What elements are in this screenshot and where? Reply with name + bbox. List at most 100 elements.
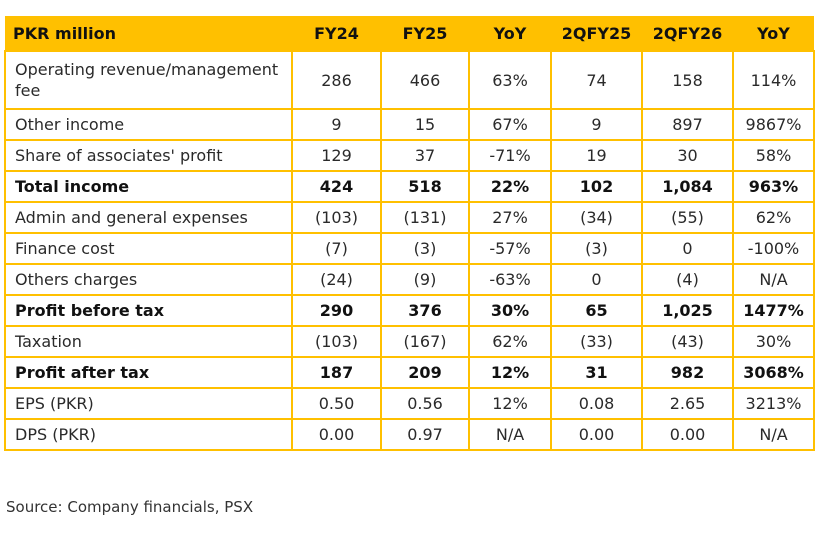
row-label: Profit after tax — [4, 356, 293, 389]
row-value: (55) — [641, 201, 734, 234]
row-value: 0 — [550, 263, 643, 296]
header-yoy-quarter: YoY — [733, 16, 814, 51]
table-row: Profit before tax 290 376 30% 65 1,025 1477% — [4, 294, 815, 327]
row-value: 12% — [468, 387, 552, 420]
row-value: 1,025 — [641, 294, 734, 327]
row-value: (4) — [641, 263, 734, 296]
row-value: 209 — [380, 356, 470, 389]
row-value: 63% — [468, 50, 552, 110]
row-label: Admin and general expenses — [4, 201, 293, 234]
row-value: 0.00 — [291, 418, 382, 451]
row-value: (24) — [291, 263, 382, 296]
row-value: (103) — [291, 325, 382, 358]
source-note: Source: Company financials, PSX — [6, 498, 254, 516]
row-value: N/A — [732, 418, 815, 451]
table-row: Profit after tax 187 209 12% 31 982 3068% — [4, 356, 815, 389]
row-value: 187 — [291, 356, 382, 389]
row-label: Profit before tax — [4, 294, 293, 327]
header-row: PKR million FY24 FY25 YoY 2QFY25 2QFY26 … — [5, 16, 814, 51]
row-value: 9 — [291, 108, 382, 141]
row-value: 27% — [468, 201, 552, 234]
row-value: 518 — [380, 170, 470, 203]
row-value: 129 — [291, 139, 382, 172]
row-value: 65 — [550, 294, 643, 327]
row-value: 114% — [732, 50, 815, 110]
header-fy24: FY24 — [292, 16, 381, 51]
row-value: 102 — [550, 170, 643, 203]
row-label: Other income — [4, 108, 293, 141]
row-value: N/A — [732, 263, 815, 296]
row-value: 0.08 — [550, 387, 643, 420]
table-row: Finance cost (7) (3) -57% (3) 0 -100% — [4, 232, 815, 265]
row-label: Share of associates' profit — [4, 139, 293, 172]
row-value: 286 — [291, 50, 382, 110]
row-value: (3) — [380, 232, 470, 265]
row-value: 424 — [291, 170, 382, 203]
row-value: -100% — [732, 232, 815, 265]
table-row: EPS (PKR) 0.50 0.56 12% 0.08 2.65 3213% — [4, 387, 815, 420]
row-value: 62% — [468, 325, 552, 358]
row-value: (43) — [641, 325, 734, 358]
row-label: EPS (PKR) — [4, 387, 293, 420]
row-value: 37 — [380, 139, 470, 172]
row-value: 19 — [550, 139, 643, 172]
row-value: (9) — [380, 263, 470, 296]
row-value: 9867% — [732, 108, 815, 141]
row-value: 67% — [468, 108, 552, 141]
table-row: Taxation (103) (167) 62% (33) (43) 30% — [4, 325, 815, 358]
row-value: 0.00 — [641, 418, 734, 451]
row-label: Total income — [4, 170, 293, 203]
row-value: 0.00 — [550, 418, 643, 451]
row-value: -63% — [468, 263, 552, 296]
row-value: 963% — [732, 170, 815, 203]
row-value: (103) — [291, 201, 382, 234]
row-value: 12% — [468, 356, 552, 389]
row-value: 897 — [641, 108, 734, 141]
table-row: Others charges (24) (9) -63% 0 (4) N/A — [4, 263, 815, 296]
row-value: 0.56 — [380, 387, 470, 420]
row-value: 30 — [641, 139, 734, 172]
table-row: Other income 9 15 67% 9 897 9867% — [4, 108, 815, 141]
header-label: PKR million — [5, 16, 292, 51]
table-row: Total income 424 518 22% 102 1,084 963% — [4, 170, 815, 203]
row-value: 0.50 — [291, 387, 382, 420]
row-value: 3068% — [732, 356, 815, 389]
header-yoy-annual: YoY — [469, 16, 551, 51]
row-value: 1477% — [732, 294, 815, 327]
row-value: 22% — [468, 170, 552, 203]
table-row: Admin and general expenses (103) (131) 27%(… — [4, 201, 815, 234]
row-value: 74 — [550, 50, 643, 110]
row-value: 466 — [380, 50, 470, 110]
financial-table: PKR million FY24 FY25 YoY 2QFY25 2QFY26 … — [4, 16, 815, 451]
row-value: 15 — [380, 108, 470, 141]
row-value: 58% — [732, 139, 815, 172]
row-value: 9 — [550, 108, 643, 141]
row-label: Others charges — [4, 263, 293, 296]
row-value: 1,084 — [641, 170, 734, 203]
row-value: 30% — [468, 294, 552, 327]
row-value: 376 — [380, 294, 470, 327]
row-value: 982 — [641, 356, 734, 389]
row-label: Taxation — [4, 325, 293, 358]
row-value: 62% — [732, 201, 815, 234]
table-row: DPS (PKR) 0.00 0.97 N/A 0.00 0.00 N/A — [4, 418, 815, 451]
row-value: 31 — [550, 356, 643, 389]
row-value: (3) — [550, 232, 643, 265]
row-value: 0 — [641, 232, 734, 265]
row-value: N/A — [468, 418, 552, 451]
table-row: Operating revenue/management fee 286 466 63… — [4, 50, 815, 110]
row-value: 0.97 — [380, 418, 470, 451]
row-label: Finance cost — [4, 232, 293, 265]
header-fy25: FY25 — [381, 16, 469, 51]
header-2qfy26: 2QFY26 — [642, 16, 733, 51]
row-value: 2.65 — [641, 387, 734, 420]
row-value: (7) — [291, 232, 382, 265]
row-value: (33) — [550, 325, 643, 358]
row-value: -57% — [468, 232, 552, 265]
row-value: 290 — [291, 294, 382, 327]
table-row: Share of associates' profit 129 37 -71% 19 30… — [4, 139, 815, 172]
row-value: -71% — [468, 139, 552, 172]
row-label: DPS (PKR) — [4, 418, 293, 451]
row-value: (167) — [380, 325, 470, 358]
row-value: 158 — [641, 50, 734, 110]
